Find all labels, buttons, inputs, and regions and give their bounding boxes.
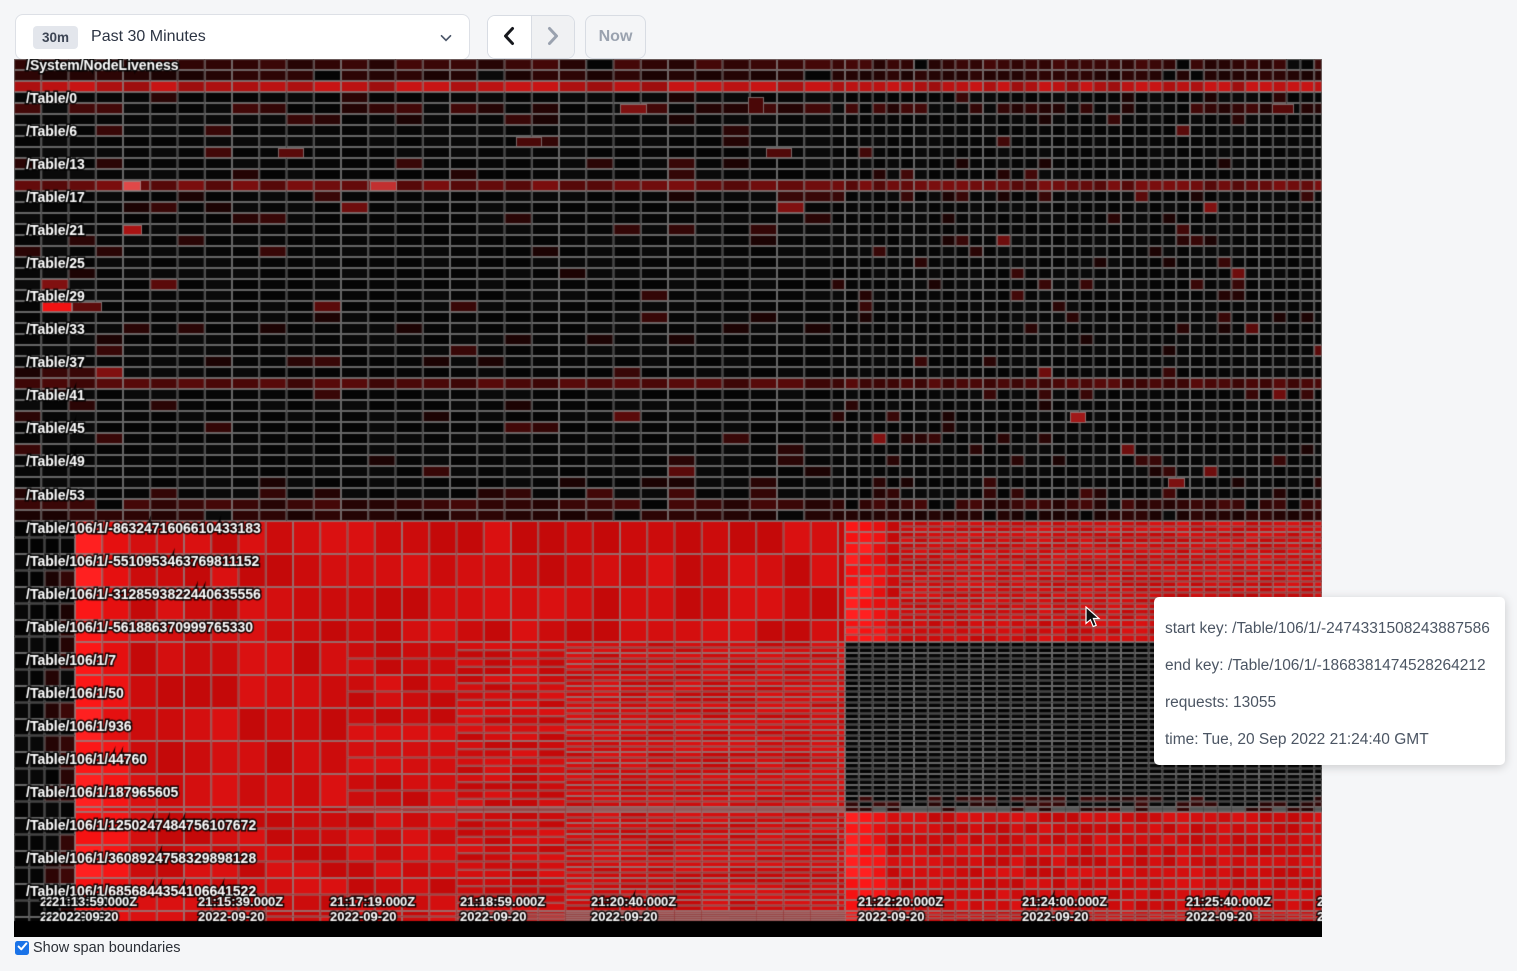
toolbar: 30m Past 30 Minutes Now bbox=[0, 0, 1517, 60]
tooltip-end-key: end key: /Table/106/1/-18683814745282642… bbox=[1165, 657, 1486, 674]
time-range-label: Past 30 Minutes bbox=[91, 28, 206, 45]
tooltip-start-key: start key: /Table/106/1/-247433150824388… bbox=[1165, 620, 1490, 637]
checkbox-check-icon bbox=[17, 939, 28, 957]
keyvis-heatmap-canvas[interactable] bbox=[14, 59, 1322, 937]
time-range-select[interactable]: 30m Past 30 Minutes bbox=[15, 14, 470, 60]
span-boundaries-checkbox[interactable] bbox=[15, 941, 29, 955]
tooltip-time: time: Tue, 20 Sep 2022 21:24:40 GMT bbox=[1165, 731, 1429, 748]
chevron-right-icon bbox=[545, 26, 561, 49]
span-boundaries-label[interactable]: Show span boundaries bbox=[33, 940, 181, 956]
time-range-badge: 30m bbox=[33, 25, 79, 49]
hover-tooltip: start key: /Table/106/1/-247433150824388… bbox=[1154, 597, 1505, 765]
tooltip-requests: requests: 13055 bbox=[1165, 694, 1277, 711]
next-button[interactable] bbox=[531, 16, 574, 58]
prev-button[interactable] bbox=[488, 16, 532, 58]
span-boundaries-row: Show span boundaries bbox=[15, 940, 181, 956]
chevron-left-icon bbox=[501, 26, 517, 49]
now-button[interactable]: Now bbox=[585, 15, 646, 59]
time-nav-group bbox=[487, 15, 575, 59]
chevron-down-icon bbox=[439, 31, 453, 50]
